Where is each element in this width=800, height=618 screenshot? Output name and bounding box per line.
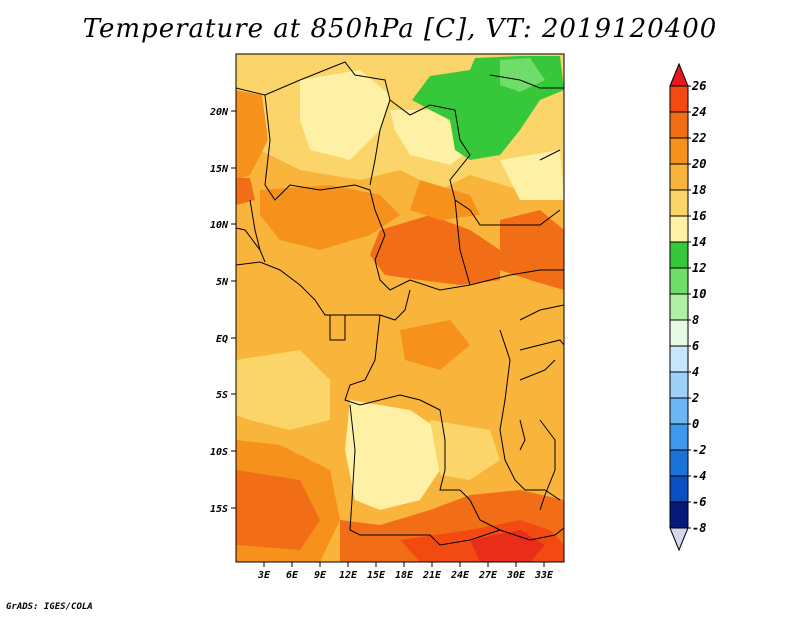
colorbar-label: 16	[692, 209, 706, 223]
colorbar-swatch	[669, 345, 689, 373]
lon-label: 21E	[422, 570, 442, 581]
colorbar-swatch	[669, 241, 689, 269]
colorbar-swatch	[669, 423, 689, 451]
colorbar-label: 26	[691, 79, 706, 93]
lon-label: 24E	[450, 570, 470, 581]
colorbar-swatch	[669, 501, 689, 529]
colorbar-label: -2	[692, 443, 706, 457]
lat-label: 15S	[210, 504, 228, 515]
country-borders	[236, 61, 564, 546]
colorbar-swatch	[669, 163, 689, 191]
lon-label: 15E	[367, 570, 386, 581]
colorbar-label: -4	[692, 469, 706, 483]
colorbar-label: 20	[691, 157, 706, 171]
colorbar-swatch	[669, 189, 689, 217]
lon-label: 6E	[286, 570, 299, 581]
lon-label: 27E	[478, 570, 498, 581]
colorbar-swatch	[669, 371, 689, 399]
lon-label: 9E	[314, 570, 327, 581]
grads-credit: GrADS: IGES/COLA	[6, 602, 93, 612]
colorbar-label: 22	[691, 131, 706, 145]
lon-label: 3E	[257, 570, 271, 581]
longitude-axis: 3E 6E 9E 12E 15E 18E 21E 24E 27E 30E 33E	[257, 562, 554, 581]
colorbar-label: 14	[692, 235, 706, 249]
colorbar-swatch	[669, 475, 689, 503]
lon-label: 30E	[506, 570, 526, 581]
colorbar-label: 8	[692, 313, 699, 327]
colorbar-label: 0	[692, 417, 699, 431]
lat-label: 10S	[210, 447, 228, 458]
lat-label: 15N	[210, 164, 229, 175]
colorbar-bottom-arrow	[669, 527, 689, 552]
colorbar-label: 24	[691, 105, 706, 119]
lat-label: 5S	[216, 390, 228, 401]
colorbar-swatch	[669, 111, 689, 139]
lat-label: 5N	[216, 277, 229, 288]
map-frame	[235, 53, 565, 563]
colorbar-label: -6	[692, 495, 706, 509]
colorbar-swatch	[669, 449, 689, 477]
colorbar-label: 18	[692, 183, 706, 197]
colorbar-label: 2	[691, 391, 699, 405]
lat-label: EQ	[216, 334, 228, 345]
colorbar-swatch	[669, 267, 689, 295]
map-title: Temperature at 850hPa [C], VT: 201912040…	[82, 14, 718, 44]
colorbar-label: 10	[692, 287, 706, 301]
colorbar-label: 12	[692, 261, 706, 275]
colorbar-swatch	[669, 85, 689, 113]
latitude-axis: 20N 15N 10N 5N EQ 5S 10S 15S	[209, 107, 236, 515]
lon-label: 33E	[534, 570, 554, 581]
lon-label: 12E	[339, 570, 358, 581]
colorbar-label: 6	[692, 339, 699, 353]
lat-label: 20N	[209, 107, 229, 118]
colorbar-label: -8	[692, 521, 706, 535]
colorbar-label: 4	[692, 365, 699, 379]
colorbar-swatch	[669, 319, 689, 347]
temperature-field	[236, 54, 564, 562]
colorbar-swatch	[669, 293, 689, 321]
colorbar-swatch	[669, 137, 689, 165]
colorbar-top-arrow	[669, 62, 689, 87]
lat-label: 10N	[210, 220, 229, 231]
colorbar-swatch	[669, 397, 689, 425]
lon-label: 18E	[395, 570, 414, 581]
colorbar-swatch	[669, 215, 689, 243]
